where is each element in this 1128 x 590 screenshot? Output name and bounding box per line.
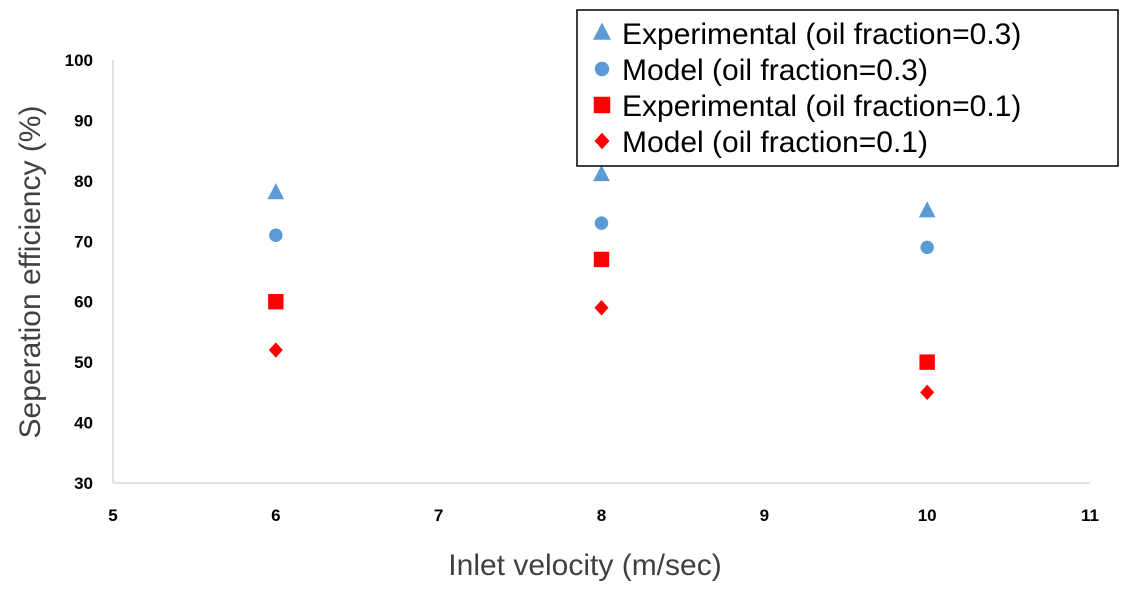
legend-marker-triangle (593, 22, 611, 40)
y-tick-label: 90 (74, 111, 93, 130)
legend-label: Experimental (oil fraction=0.1) (622, 90, 1021, 123)
data-point-triangle (593, 165, 610, 182)
y-tick-label: 100 (65, 51, 93, 70)
data-points (267, 165, 936, 401)
x-tick-label: 10 (918, 506, 937, 525)
data-point-diamond (594, 300, 609, 316)
y-tick-label: 80 (74, 172, 93, 191)
x-tick-label: 7 (434, 506, 443, 525)
x-tick-label: 8 (597, 506, 606, 525)
data-point-triangle (918, 201, 936, 218)
y-axis-title: Seperation efficiency (%) (14, 106, 47, 439)
data-point-triangle (267, 183, 285, 200)
legend-marker-circle (594, 61, 610, 77)
data-point-diamond (268, 342, 283, 358)
legend-label: Experimental (oil fraction=0.3) (622, 18, 1021, 51)
y-tick-label: 30 (74, 474, 93, 493)
x-tick-labels: 5 6 7 8 9 10 11 (108, 506, 1099, 525)
axes (112, 60, 1090, 484)
data-point-square (919, 354, 935, 370)
legend-marker-square (593, 96, 611, 114)
legend-marker-diamond (594, 132, 610, 150)
legend-label: Model (oil fraction=0.1) (622, 126, 928, 159)
x-tick-label: 11 (1081, 506, 1099, 525)
legend-label: Model (oil fraction=0.3) (622, 54, 928, 87)
y-tick-label: 70 (74, 232, 93, 251)
y-tick-labels: 30 40 50 60 70 80 90 100 (65, 51, 93, 493)
legend: Experimental (oil fraction=0.3)Model (oi… (576, 9, 1119, 167)
x-tick-label: 6 (271, 506, 280, 525)
x-axis-title: Inlet velocity (m/sec) (448, 549, 721, 582)
data-point-circle (269, 228, 283, 242)
y-tick-label: 60 (74, 293, 93, 312)
y-tick-label: 50 (74, 353, 93, 372)
data-point-circle (920, 240, 934, 255)
legend-box (576, 9, 1119, 167)
y-tick-label: 40 (74, 414, 93, 433)
data-point-square (593, 251, 610, 268)
x-tick-label: 5 (108, 506, 117, 525)
data-point-square (268, 294, 284, 310)
data-point-circle (594, 216, 609, 230)
data-point-diamond (920, 384, 935, 401)
x-tick-label: 9 (760, 506, 769, 525)
